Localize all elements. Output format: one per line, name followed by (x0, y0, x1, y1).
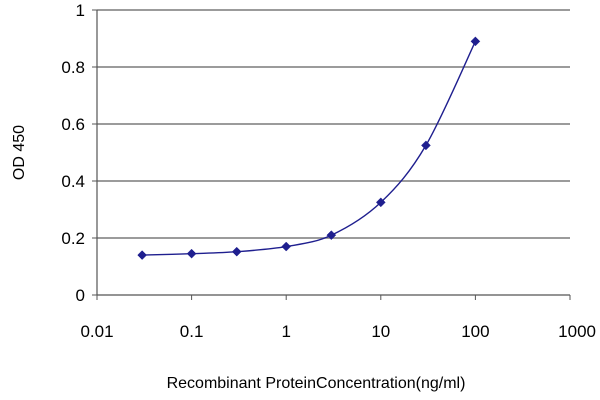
gridlines (97, 9, 570, 239)
y-tick-label: 0.4 (61, 172, 85, 191)
y-tick-label: 0.2 (61, 229, 85, 248)
y-tick-labels: 0 0.2 0.4 0.6 0.8 1 (61, 1, 85, 305)
data-point-marker (375, 197, 386, 208)
axes (92, 9, 571, 300)
x-tick-label: 10 (371, 322, 390, 341)
x-tick-label: 1000 (558, 322, 596, 341)
y-tick-label: 0 (76, 286, 85, 305)
y-tick-label: 1 (76, 1, 85, 20)
x-tick-label: 0.1 (180, 322, 204, 341)
x-tick-label: 100 (461, 322, 489, 341)
series-group (137, 36, 481, 260)
data-point-marker (231, 246, 242, 257)
data-point-marker (281, 241, 292, 252)
x-tick-label: 0.01 (80, 322, 113, 341)
x-tick-label: 1 (281, 322, 290, 341)
data-point-marker (326, 230, 337, 241)
y-tick-label: 0.6 (61, 115, 85, 134)
y-axis-label: OD 450 (11, 125, 28, 180)
data-point-marker (421, 140, 431, 151)
x-axis-label: Recombinant ProteinConcentration(ng/ml) (167, 375, 466, 392)
data-point-marker (186, 248, 197, 259)
data-point-marker (137, 250, 147, 260)
y-tick-label: 0.8 (61, 58, 85, 77)
x-tick-labels: 0.01 0.1 1 10 100 1000 (80, 322, 596, 341)
data-point-marker (470, 36, 481, 47)
